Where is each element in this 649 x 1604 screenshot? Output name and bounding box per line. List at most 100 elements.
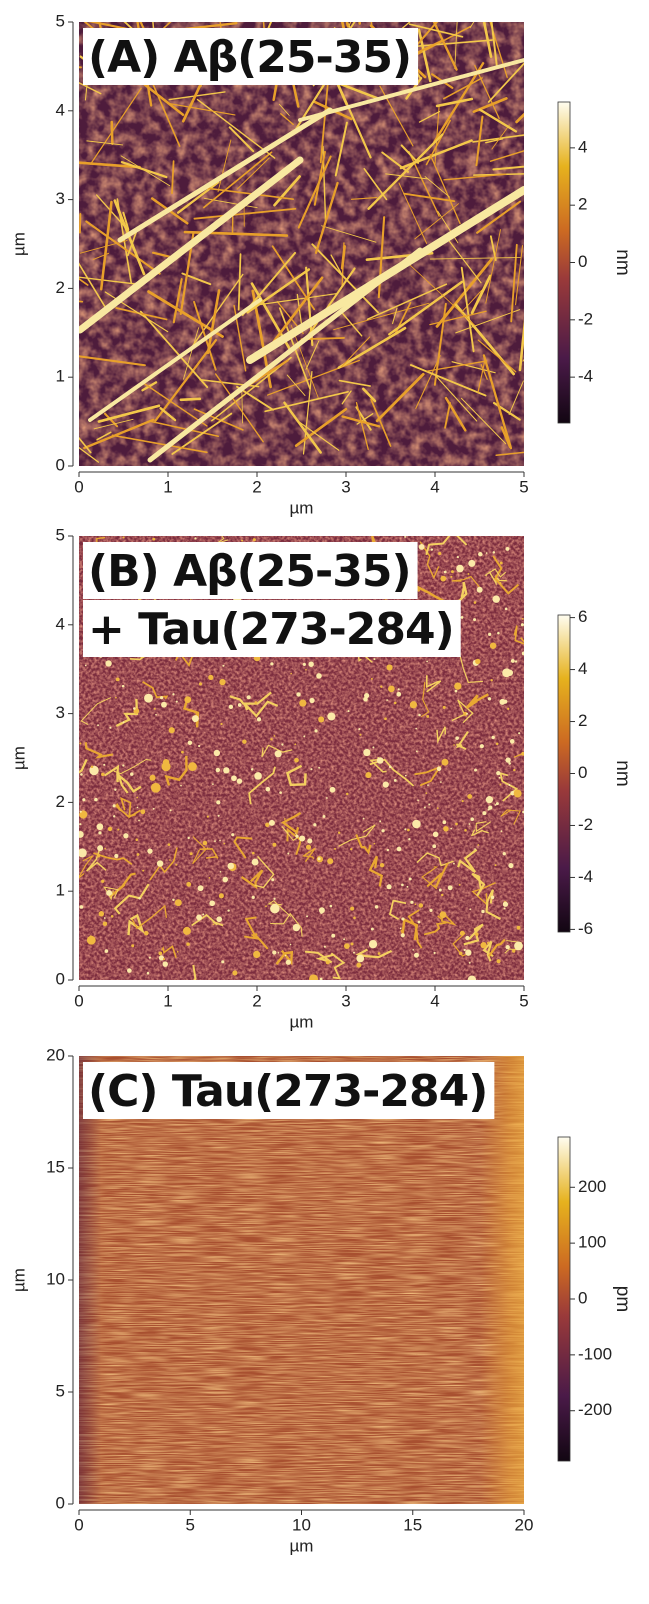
aggregate [418, 903, 424, 908]
fibril [455, 731, 469, 751]
x-tick-label: 4 [430, 477, 439, 496]
aggregate [477, 844, 480, 846]
aggregate [180, 784, 182, 787]
aggregate [504, 607, 508, 611]
aggregate [401, 883, 404, 887]
colorbar [557, 1136, 571, 1462]
fibril [482, 354, 513, 450]
y-tick-label: 5 [56, 11, 65, 30]
aggregate [104, 949, 109, 953]
aggregate [146, 971, 150, 975]
aggregate [305, 844, 312, 850]
y-tick-label: 4 [56, 614, 65, 633]
fibril [103, 886, 119, 901]
aggregate [80, 773, 83, 776]
aggregate [393, 779, 397, 782]
fibril [403, 192, 456, 203]
aggregate [103, 763, 106, 766]
fibril [480, 364, 488, 380]
aggregate [458, 951, 463, 956]
aggregate [182, 926, 191, 935]
aggregate [498, 776, 501, 779]
aggregate [459, 930, 465, 936]
aggregate [115, 696, 117, 699]
aggregate [153, 707, 156, 710]
aggregate [104, 847, 106, 850]
aggregate [389, 765, 392, 769]
fibril [93, 852, 133, 866]
aggregate [494, 804, 497, 806]
aggregate [364, 692, 370, 699]
aggregate [479, 744, 484, 749]
aggregate [228, 704, 234, 710]
fibril [237, 253, 242, 311]
aggregate [303, 735, 306, 738]
fibril [199, 848, 219, 859]
aggregate [426, 715, 430, 718]
fibril [89, 87, 142, 165]
aggregate [175, 863, 178, 866]
aggregate [442, 705, 446, 709]
aggregate [372, 746, 375, 749]
x-tick-label: 1 [163, 991, 172, 1010]
aggregate [101, 879, 105, 883]
aggregate [121, 684, 125, 688]
aggregate [503, 907, 506, 910]
fibril [217, 139, 232, 193]
aggregate [455, 736, 459, 740]
aggregate [506, 669, 514, 676]
y-tick-label: 2 [56, 792, 65, 811]
fibril [240, 869, 264, 890]
y-tick-label: 0 [56, 1493, 65, 1512]
fibril [408, 23, 464, 38]
aggregate [384, 717, 387, 721]
aggregate [302, 662, 306, 667]
aggregate [505, 757, 511, 763]
y-tick-label: 10 [46, 1269, 65, 1288]
aggregate [138, 897, 141, 900]
fibril [79, 66, 82, 69]
fibril [337, 326, 407, 369]
aggregate [272, 842, 277, 847]
aggregate [467, 794, 473, 799]
aggregate [440, 575, 447, 582]
fibril [436, 726, 446, 744]
aggregate [270, 662, 274, 666]
aggregate [455, 822, 458, 826]
aggregate [227, 862, 235, 870]
aggregate [499, 561, 503, 565]
aggregate [313, 823, 317, 827]
aggregate [453, 744, 455, 746]
aggregate [450, 575, 453, 578]
fibril [370, 398, 392, 447]
aggregate [417, 920, 421, 924]
aggregate [426, 660, 428, 663]
fibril [79, 758, 88, 774]
aggregate [408, 877, 412, 881]
aggregate [94, 797, 98, 802]
fibril [280, 113, 294, 126]
x-tick-label: 2 [252, 477, 261, 496]
aggregate [106, 889, 113, 896]
fibril [196, 98, 276, 159]
aggregate [250, 768, 254, 771]
aggregate [219, 839, 221, 842]
aggregate [216, 800, 221, 805]
fibril [286, 374, 306, 397]
aggregate [518, 732, 521, 735]
aggregate [202, 840, 208, 846]
aggregate [386, 664, 393, 671]
fibril [330, 254, 343, 276]
y-tick-label: 3 [56, 189, 65, 208]
fibril [142, 681, 169, 700]
fibril [424, 176, 450, 198]
aggregate [327, 712, 336, 721]
fibril [362, 387, 377, 403]
aggregate [467, 572, 470, 575]
fibril [338, 824, 376, 847]
aggregate [181, 750, 184, 754]
aggregate [316, 673, 322, 679]
aggregate [465, 935, 470, 941]
aggregate [79, 905, 84, 909]
fibril [86, 140, 124, 146]
